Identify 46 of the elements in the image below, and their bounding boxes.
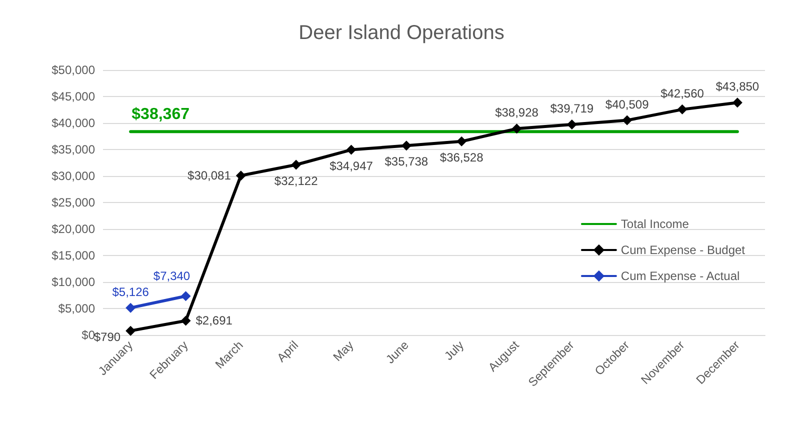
data-label: $35,738	[384, 154, 428, 169]
y-tick-label: $25,000	[52, 196, 96, 210]
y-tick-label: $10,000	[52, 275, 96, 289]
legend-label: Cum Expense - Actual	[620, 269, 740, 283]
y-tick-label: $30,000	[52, 169, 96, 183]
y-tick-label: $40,000	[52, 116, 96, 130]
data-label: $38,928	[495, 106, 539, 120]
data-label: $42,560	[660, 86, 704, 100]
y-tick-label: $35,000	[52, 142, 96, 156]
data-label: $34,947	[330, 158, 374, 173]
point	[732, 98, 742, 108]
point	[512, 124, 522, 134]
point	[346, 144, 356, 155]
legend-label: Total Income	[620, 217, 690, 231]
x-tick-label: May	[330, 338, 356, 364]
y-tick-label: $45,000	[52, 90, 96, 104]
point	[456, 136, 467, 146]
legend-label: Cum Expense - Budget	[620, 243, 746, 257]
data-label: $40,509	[605, 97, 650, 112]
chart-title: Deer Island Operations	[298, 22, 504, 44]
data-label: $790	[94, 330, 121, 344]
point	[126, 326, 136, 336]
point	[291, 160, 302, 170]
point	[677, 104, 688, 114]
data-label: $32,122	[274, 174, 318, 188]
y-tick-label: $50,000	[52, 63, 96, 77]
data-label: $39,719	[550, 101, 594, 116]
point	[180, 291, 191, 302]
x-tick-label: July	[442, 338, 467, 364]
y-tick-label: $0	[82, 328, 96, 342]
point	[180, 316, 191, 326]
data-label: $7,340	[153, 269, 190, 284]
y-tick-label: $20,000	[52, 222, 96, 236]
data-label: $36,528	[440, 150, 484, 164]
data-label: $43,850	[716, 80, 760, 94]
point	[566, 119, 577, 130]
point	[126, 302, 136, 313]
y-tick-label: $5,000	[58, 302, 96, 316]
data-label: $2,691	[196, 314, 233, 328]
y-tick-label: $15,000	[52, 248, 96, 262]
point	[622, 115, 632, 126]
data-label: $5,126	[112, 284, 150, 299]
data-label: $30,081	[188, 168, 232, 183]
data-label: $38,367	[132, 106, 190, 124]
point	[236, 170, 246, 181]
point	[401, 140, 412, 151]
